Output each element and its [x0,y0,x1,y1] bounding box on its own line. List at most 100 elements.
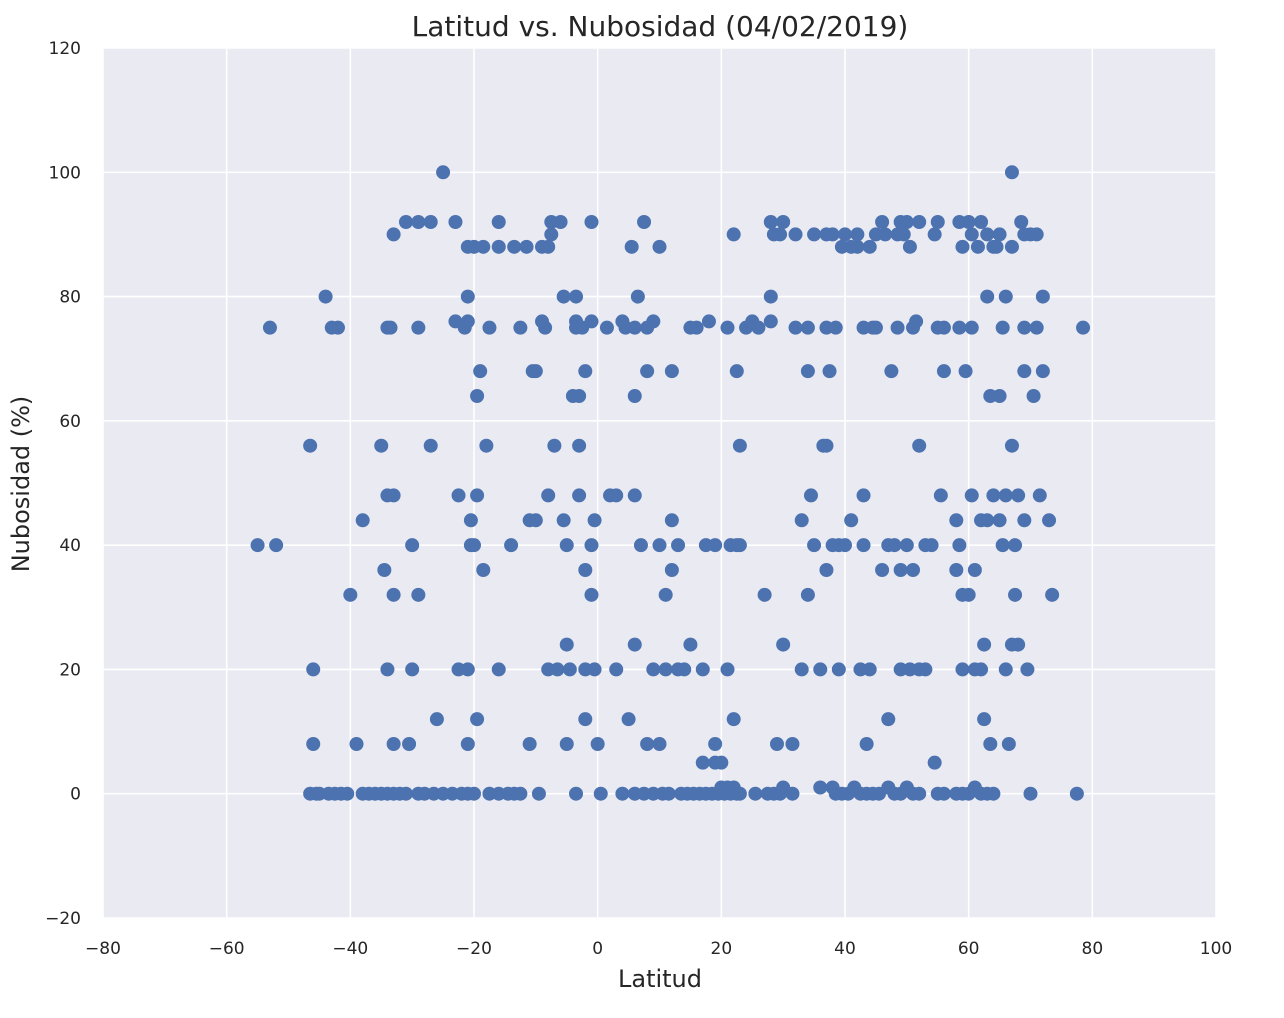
data-point [374,438,389,453]
data-point [423,438,438,453]
data-point [875,215,890,229]
data-point [578,712,593,727]
data-point [952,320,967,335]
data-point [609,662,624,677]
data-point [856,488,871,503]
data-point [519,239,534,254]
data-point [504,538,519,553]
data-point [992,227,1007,242]
data-point [1017,320,1032,335]
data-point [1026,389,1041,403]
data-point [476,563,491,577]
data-point [1001,737,1016,751]
data-point [569,786,584,801]
data-point [402,737,417,751]
data-point [1011,637,1026,652]
data-point [850,227,865,242]
data-point [875,563,890,577]
data-point [1045,587,1060,602]
y-tick-label: 120 [49,39,81,59]
data-point [813,780,828,795]
data-point [964,320,979,335]
data-point [556,513,571,528]
data-point [250,538,265,553]
data-point [906,563,921,577]
data-point [803,488,818,503]
data-point [572,389,587,403]
data-point [1011,488,1026,503]
data-point [961,587,976,602]
data-point [726,227,741,242]
data-point [491,215,506,229]
data-point [807,538,822,553]
data-point [318,289,333,304]
data-point [1035,364,1050,379]
data-point [677,662,692,677]
data-point [584,215,599,229]
data-point [436,165,451,180]
data-point [405,662,420,677]
data-point [559,538,574,553]
data-point [1008,538,1023,553]
data-point [986,488,1001,503]
data-point [800,364,815,379]
data-point [572,488,587,503]
data-point [398,215,413,229]
data-point [423,215,438,229]
data-point [538,320,553,335]
data-point [828,320,843,335]
data-point [936,364,951,379]
data-point [924,538,939,553]
data-point [411,320,426,335]
data-point [1017,513,1032,528]
data-point [958,364,973,379]
data-point [785,786,800,801]
data-point [726,780,741,795]
data-point [640,364,655,379]
data-point [553,215,568,229]
x-tick-label: 0 [592,939,603,959]
data-point [559,637,574,652]
data-point [599,320,614,335]
data-point [541,488,556,503]
data-point [862,662,877,677]
plot-area [103,48,1216,918]
data-point [547,438,562,453]
data-point [405,538,420,553]
data-point [578,563,593,577]
x-tick-label: 60 [958,939,980,959]
data-point [593,786,608,801]
data-point [992,513,1007,528]
data-point [343,587,358,602]
data-point [757,587,772,602]
data-point [652,538,667,553]
data-point [559,737,574,751]
data-point [887,538,902,553]
x-tick-label: 20 [711,939,733,959]
data-point [355,513,370,528]
x-tick-label: −40 [332,939,368,959]
data-point [473,364,488,379]
data-point [884,364,899,379]
data-point [955,662,970,677]
data-point [788,227,803,242]
data-point [491,239,506,254]
data-point [899,215,914,229]
data-point [819,563,834,577]
data-point [890,320,905,335]
data-point [528,364,543,379]
data-point [933,488,948,503]
data-point [701,314,716,329]
data-point [998,289,1013,304]
data-point [930,215,945,229]
data-point [578,364,593,379]
data-point [451,488,466,503]
data-point [306,662,321,677]
x-tick-label: −20 [456,939,492,959]
data-point [1004,438,1019,453]
data-point [664,563,679,577]
data-point [974,215,989,229]
data-point [683,637,698,652]
data-point [1069,786,1084,801]
data-point [463,513,478,528]
